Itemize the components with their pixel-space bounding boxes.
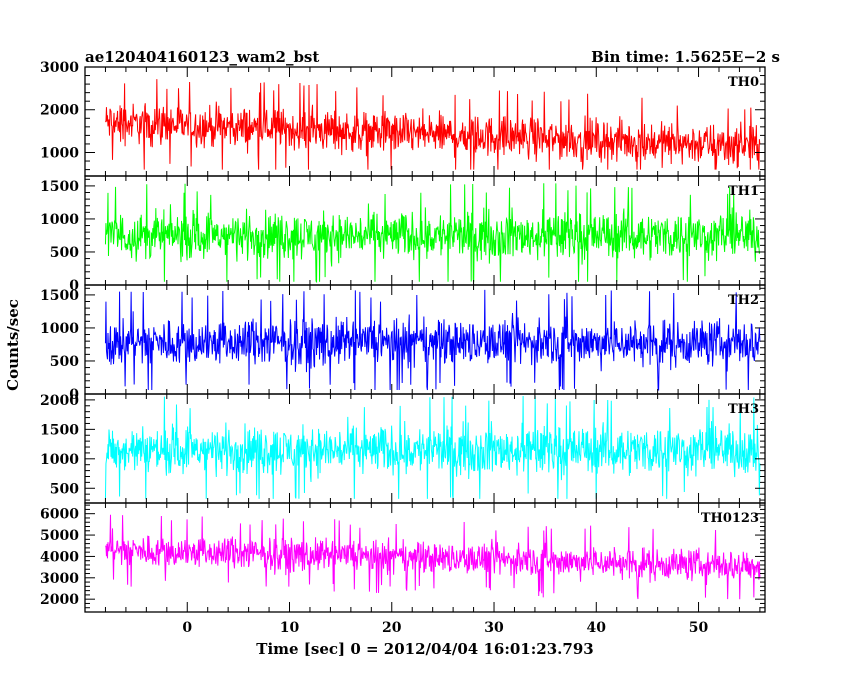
panel-th3: 500 1000 1500 2000 TH3 [40,393,766,504]
series-line-th0 [104,79,761,170]
y-tick-label: 3000 [40,571,79,587]
y-tick-label: 1000 [40,321,79,337]
panel-label-th1: TH1 [728,184,759,199]
y-tick-label: 5000 [40,528,79,544]
y-tick-label: 3000 [40,60,79,76]
series-line-th2 [104,289,761,391]
y-tick-label: 1000 [40,212,79,228]
panel-label-th0123: TH0123 [701,511,759,526]
x-axis-label: Time [sec] 0 = 2012/04/04 16:01:23.793 [256,640,593,658]
x-tick-label: 0 [182,620,192,636]
panel-th0: 1000 2000 3000 TH0 [40,60,766,177]
panel-label-th3: TH3 [728,402,759,417]
y-tick-label: 0 [69,387,79,403]
series-line-th3 [104,396,761,499]
panel-frame [84,502,766,613]
x-tick-label: 20 [382,620,402,636]
chart-title-left: ae120404160123_wam2_bst [85,48,319,66]
panel-label-th0: TH0 [728,75,759,90]
y-axis-label: Counts/sec [4,299,22,391]
x-tick-label: 30 [484,620,504,636]
panel-th2: 0 500 1000 1500 TH2 [40,284,766,403]
y-tick-label: 2000 [40,393,79,409]
y-tick-label: 4000 [40,549,79,565]
y-tick-label: 1000 [40,145,79,161]
y-tick-label: 500 [50,245,79,261]
series-line-th1 [104,183,761,284]
x-tick-label: 10 [280,620,300,636]
chart-title-right: Bin time: 1.5625E−2 s [591,48,780,66]
series-line-th0123 [105,514,761,600]
y-tick-label: 1500 [40,422,79,438]
y-tick-label: 0 [69,278,79,294]
panel-th1: 0 500 1000 1500 TH1 [40,175,766,294]
y-tick-label: 6000 [40,507,79,523]
y-tick-label: 1000 [40,452,79,468]
y-tick-label: 2000 [40,592,79,608]
x-tick-label: 40 [587,620,607,636]
y-tick-label: 500 [50,354,79,370]
panel-label-th2: TH2 [728,293,759,308]
x-tick-label: 50 [689,620,709,636]
y-tick-label: 500 [50,481,79,497]
y-tick-label: 1500 [40,288,79,304]
y-tick-label: 1500 [40,179,79,195]
y-tick-label: 2000 [40,103,79,119]
panel-th0123: 2000 3000 4000 5000 6000 TH0123 0 10 20 30 40 50 [40,502,766,636]
